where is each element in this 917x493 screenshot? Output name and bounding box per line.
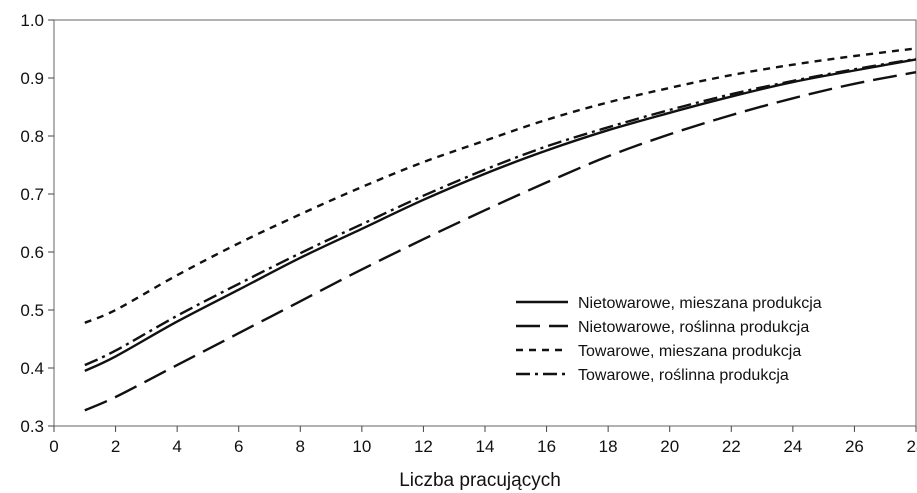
y-tick-label: 0.9 — [20, 69, 44, 88]
series-line-3 — [84, 47, 917, 324]
x-tick-label: 2 — [111, 437, 120, 456]
y-tick-label: 0.6 — [20, 243, 44, 262]
y-tick-label: 0.8 — [20, 127, 44, 146]
x-tick-label: 6 — [234, 437, 243, 456]
x-tick-label: 20 — [660, 437, 679, 456]
y-tick-label: 1.0 — [20, 11, 44, 30]
series-line-1 — [84, 58, 917, 372]
x-tick-label: 28 — [907, 437, 917, 456]
series-line-4 — [84, 57, 917, 367]
x-tick-label: 8 — [296, 437, 305, 456]
x-tick-label: 12 — [414, 437, 433, 456]
x-axis-title: Liczba pracujących — [399, 470, 561, 491]
x-tick-label: 24 — [783, 437, 802, 456]
y-tick-label: 0.7 — [20, 185, 44, 204]
series-layer — [84, 47, 917, 412]
plot-frame — [53, 19, 917, 427]
legend-label: Nietowarowe, mieszana produkcja — [578, 295, 822, 312]
x-tick-label: 4 — [172, 437, 181, 456]
x-tick-label: 18 — [599, 437, 618, 456]
y-tick-label: 0.5 — [20, 301, 44, 320]
y-tick-label: 0.4 — [20, 359, 44, 378]
x-tick-label: 0 — [49, 437, 58, 456]
series-line-2 — [84, 71, 917, 412]
legend-label: Towarowe, roślinna produkcja — [578, 367, 789, 384]
legend-label: Nietowarowe, roślinna produkcja — [578, 319, 809, 336]
ticks-layer: 02468101214161820222426280.30.40.50.60.7… — [20, 11, 917, 456]
legend-label: Towarowe, mieszana produkcja — [578, 343, 801, 360]
legend: Nietowarowe, mieszana produkcja Nietowaro… — [516, 295, 822, 384]
y-tick-label: 0.3 — [20, 417, 44, 436]
x-tick-label: 22 — [722, 437, 741, 456]
x-tick-label: 10 — [352, 437, 371, 456]
plot-border — [53, 19, 917, 427]
x-tick-label: 14 — [476, 437, 495, 456]
x-tick-label: 16 — [537, 437, 556, 456]
x-tick-label: 26 — [845, 437, 864, 456]
